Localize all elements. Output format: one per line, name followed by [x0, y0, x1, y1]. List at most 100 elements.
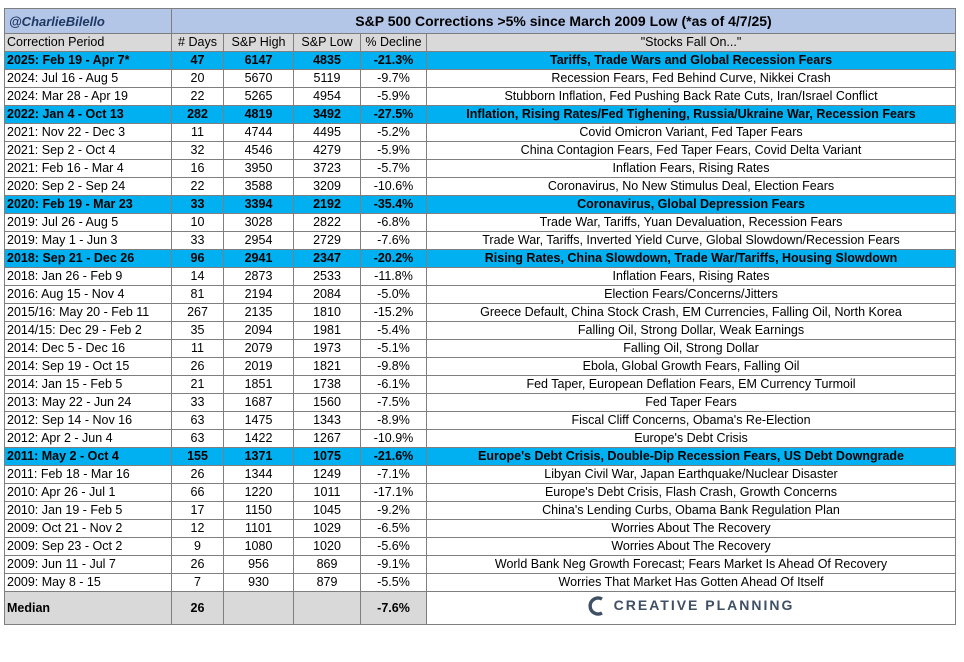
- cell-reason: Coronavirus, No New Stimulus Deal, Elect…: [425, 177, 957, 196]
- cell-decline: -5.6%: [360, 537, 427, 556]
- cell-high: 5265: [223, 87, 294, 106]
- cell-decline: -5.7%: [360, 159, 427, 178]
- cell-days: 11: [171, 339, 224, 358]
- cell-high: 2135: [223, 303, 294, 322]
- cell-days: 81: [171, 285, 224, 304]
- logo-cell: CREATIVE PLANNING: [425, 591, 957, 625]
- cell-days: 63: [171, 429, 224, 448]
- table-body: 2025: Feb 19 - Apr 7* 47 6147 4835 -21.3% Tar…: [4, 51, 957, 592]
- cell-reason: Europe's Debt Crisis, Double-Dip Recessi…: [425, 447, 957, 466]
- cell-days: 11: [171, 123, 224, 142]
- table-row-highlight: 2018: Sep 21 - Dec 26 96 2941 2347 -20.2% Ris…: [4, 249, 957, 268]
- cell-low: 2192: [293, 195, 361, 214]
- median-days: 26: [171, 591, 224, 625]
- cell-reason: Libyan Civil War, Japan Earthquake/Nucle…: [425, 465, 957, 484]
- cell-days: 282: [171, 105, 224, 124]
- cell-reason: Rising Rates, China Slowdown, Trade War/…: [425, 249, 957, 268]
- cell-period: 2009: May 8 - 15: [4, 573, 172, 592]
- cell-low: 1045: [293, 501, 361, 520]
- median-label: Median: [4, 591, 172, 625]
- cell-high: 1101: [223, 519, 294, 538]
- median-decline: -7.6%: [360, 591, 427, 625]
- cell-days: 66: [171, 483, 224, 502]
- cell-days: 33: [171, 393, 224, 412]
- table-row: 2019: Jul 26 - Aug 5 10 3028 2822 -6.8% Trade…: [4, 213, 957, 232]
- cell-high: 2941: [223, 249, 294, 268]
- cell-decline: -8.9%: [360, 411, 427, 430]
- table-row: 2009: Jun 11 - Jul 7 26 956 869 -9.1% World B…: [4, 555, 957, 574]
- cell-reason: Europe's Debt Crisis, Flash Crash, Growt…: [425, 483, 957, 502]
- cell-decline: -6.1%: [360, 375, 427, 394]
- cell-high: 1344: [223, 465, 294, 484]
- cell-low: 1249: [293, 465, 361, 484]
- cell-reason: Inflation, Rising Rates/Fed Tighening, R…: [425, 105, 957, 124]
- table-row: 2011: Feb 18 - Mar 16 26 1344 1249 -7.1% Liby…: [4, 465, 957, 484]
- cell-decline: -20.2%: [360, 249, 427, 268]
- table-title: S&P 500 Corrections >5% since March 2009…: [170, 8, 957, 34]
- table-row: 2009: Oct 21 - Nov 2 12 1101 1029 -6.5% Worri…: [4, 519, 957, 538]
- cell-decline: -9.8%: [360, 357, 427, 376]
- column-header-decline: % Decline: [360, 33, 427, 52]
- table-row-highlight: 2025: Feb 19 - Apr 7* 47 6147 4835 -21.3% Tar…: [4, 51, 957, 70]
- cell-days: 26: [171, 555, 224, 574]
- cell-decline: -9.1%: [360, 555, 427, 574]
- cell-period: 2014: Dec 5 - Dec 16: [4, 339, 172, 358]
- cell-high: 1475: [223, 411, 294, 430]
- cell-high: 2873: [223, 267, 294, 286]
- table-row: 2018: Jan 26 - Feb 9 14 2873 2533 -11.8% Infl…: [4, 267, 957, 286]
- cell-decline: -10.9%: [360, 429, 427, 448]
- cell-low: 2822: [293, 213, 361, 232]
- column-header-high: S&P High: [223, 33, 294, 52]
- table-row: 2012: Sep 14 - Nov 16 63 1475 1343 -8.9% Fisc…: [4, 411, 957, 430]
- cell-low: 1810: [293, 303, 361, 322]
- cell-high: 2194: [223, 285, 294, 304]
- cell-decline: -21.3%: [360, 51, 427, 70]
- cell-high: 3588: [223, 177, 294, 196]
- cell-reason: Inflation Fears, Rising Rates: [425, 159, 957, 178]
- cell-low: 4835: [293, 51, 361, 70]
- cell-high: 1220: [223, 483, 294, 502]
- cell-reason: Tariffs, Trade Wars and Global Recession…: [425, 51, 957, 70]
- cell-high: 2094: [223, 321, 294, 340]
- cell-decline: -7.1%: [360, 465, 427, 484]
- cell-low: 1560: [293, 393, 361, 412]
- cell-period: 2012: Sep 14 - Nov 16: [4, 411, 172, 430]
- cell-reason: Election Fears/Concerns/Jitters: [425, 285, 957, 304]
- cell-days: 26: [171, 465, 224, 484]
- cell-low: 1821: [293, 357, 361, 376]
- cell-high: 2019: [223, 357, 294, 376]
- cell-period: 2010: Jan 19 - Feb 5: [4, 501, 172, 520]
- cell-days: 22: [171, 87, 224, 106]
- cell-reason: Fiscal Cliff Concerns, Obama's Re-Electi…: [425, 411, 957, 430]
- cell-reason: Ebola, Global Growth Fears, Falling Oil: [425, 357, 957, 376]
- cell-low: 3492: [293, 105, 361, 124]
- cell-period: 2015/16: May 20 - Feb 11: [4, 303, 172, 322]
- cell-decline: -27.5%: [360, 105, 427, 124]
- table-row: 2010: Apr 26 - Jul 1 66 1220 1011 -17.1% Euro…: [4, 483, 957, 502]
- cell-low: 1029: [293, 519, 361, 538]
- cell-period: 2018: Jan 26 - Feb 9: [4, 267, 172, 286]
- column-header-days: # Days: [171, 33, 224, 52]
- column-header-period: Correction Period: [4, 33, 172, 52]
- cell-days: 155: [171, 447, 224, 466]
- cell-decline: -9.7%: [360, 69, 427, 88]
- cell-period: 2019: May 1 - Jun 3: [4, 231, 172, 250]
- cell-decline: -17.1%: [360, 483, 427, 502]
- median-row: Median 26 -7.6% CREATIVE PLANNING: [4, 591, 957, 625]
- cell-decline: -11.8%: [360, 267, 427, 286]
- table-row: 2009: May 8 - 15 7 930 879 -5.5% Worries That…: [4, 573, 957, 592]
- cell-decline: -5.9%: [360, 141, 427, 160]
- cell-reason: China Contagion Fears, Fed Taper Fears, …: [425, 141, 957, 160]
- cell-days: 35: [171, 321, 224, 340]
- cell-low: 1011: [293, 483, 361, 502]
- cell-days: 33: [171, 195, 224, 214]
- cell-days: 9: [171, 537, 224, 556]
- table-row: 2016: Aug 15 - Nov 4 81 2194 2084 -5.0% Elect…: [4, 285, 957, 304]
- cell-low: 3723: [293, 159, 361, 178]
- cell-decline: -5.1%: [360, 339, 427, 358]
- cell-period: 2014: Sep 19 - Oct 15: [4, 357, 172, 376]
- column-header-row: Correction Period # Days S&P High S&P Lo…: [4, 33, 957, 52]
- cell-days: 22: [171, 177, 224, 196]
- cell-period: 2018: Sep 21 - Dec 26: [4, 249, 172, 268]
- cell-high: 930: [223, 573, 294, 592]
